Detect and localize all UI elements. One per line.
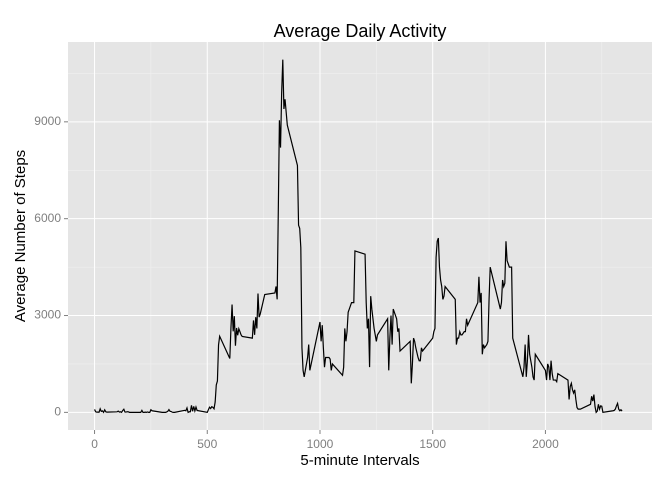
y-tick-label: 6000 — [34, 211, 61, 225]
y-tick-label: 3000 — [34, 308, 61, 322]
x-tick-label: 500 — [197, 437, 217, 451]
x-axis-label: 5-minute Intervals — [300, 452, 419, 469]
x-tick-label: 2000 — [532, 437, 559, 451]
y-axis-label: Average Number of Steps — [12, 150, 29, 322]
y-tick-label: 0 — [54, 405, 61, 419]
x-tick-label: 1500 — [419, 437, 446, 451]
plot-background — [68, 42, 652, 430]
line — [94, 59, 623, 414]
x-tick-label: 0 — [91, 437, 98, 451]
x-tick-label: 1000 — [307, 437, 334, 451]
y-tick-label: 9000 — [34, 114, 61, 128]
chart-title: Average Daily Activity — [274, 21, 447, 41]
